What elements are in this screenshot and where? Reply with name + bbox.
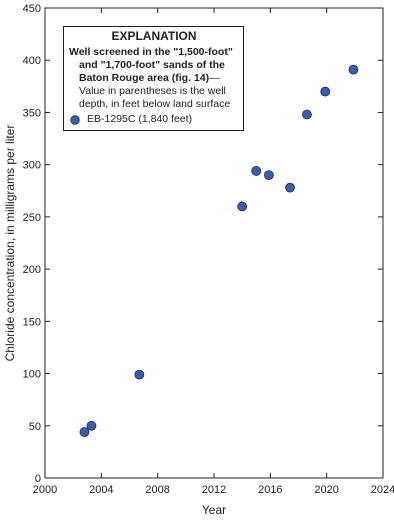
data-point xyxy=(134,369,145,380)
legend-heading: Well screened in the "1,500-foot" and "1… xyxy=(69,46,233,84)
x-tick-label: 2020 xyxy=(314,484,338,496)
legend-description: Well screened in the "1,500-foot" and "1… xyxy=(69,46,239,111)
y-tick-label: 400 xyxy=(23,55,41,67)
x-axis-label: Year xyxy=(202,503,226,517)
legend-entry: EB-1295C (1,840 feet) xyxy=(69,113,239,126)
y-tick-label: 150 xyxy=(23,316,41,328)
y-tick-label: 200 xyxy=(23,264,41,276)
legend-note: —Value in parentheses is the well depth,… xyxy=(79,72,231,110)
x-tick-label: 2008 xyxy=(145,484,169,496)
data-point xyxy=(86,420,97,431)
y-axis-label: Chloride concentration, in milligrams pe… xyxy=(3,125,17,362)
data-point xyxy=(302,109,312,120)
data-point xyxy=(237,201,248,212)
data-point xyxy=(320,86,331,97)
data-point xyxy=(264,170,274,181)
y-tick-label: 450 xyxy=(23,3,41,15)
data-point xyxy=(251,166,262,176)
data-point xyxy=(79,427,90,437)
data-point xyxy=(285,182,295,193)
y-tick-label: 0 xyxy=(35,473,41,485)
legend-label: EB-1295C (1,840 feet) xyxy=(87,113,193,125)
legend-title: EXPLANATION xyxy=(111,29,197,43)
data-point xyxy=(348,64,359,75)
x-tick-label: 2000 xyxy=(33,484,57,496)
x-tick-label: 2004 xyxy=(89,484,113,496)
y-tick-label: 250 xyxy=(23,212,41,224)
x-tick-label: 2024 xyxy=(371,484,394,496)
y-tick-label: 50 xyxy=(29,421,41,433)
x-tick-label: 2016 xyxy=(258,484,282,496)
legend-swatch xyxy=(70,114,80,125)
y-tick-label: 300 xyxy=(23,160,41,172)
y-tick-label: 100 xyxy=(23,369,41,381)
y-tick-label: 350 xyxy=(23,107,41,119)
x-tick-label: 2012 xyxy=(202,484,226,496)
legend: EXPLANATION Well screened in the "1,500-… xyxy=(63,26,244,131)
legend-marker xyxy=(70,114,80,125)
